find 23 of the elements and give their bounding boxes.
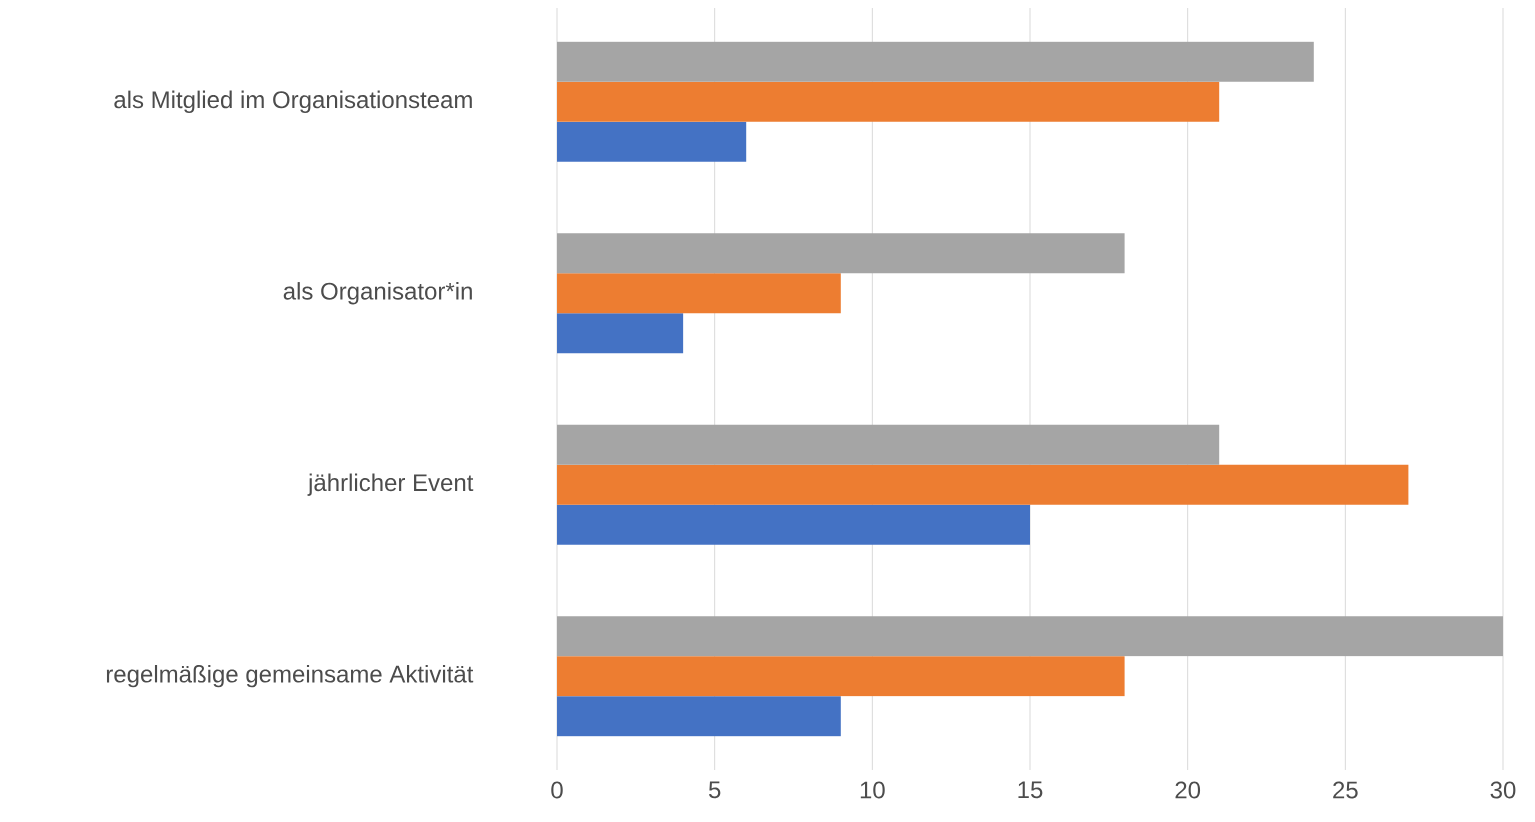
bar xyxy=(557,656,1125,697)
bar xyxy=(557,273,841,314)
bar xyxy=(557,41,1314,82)
bar xyxy=(557,616,1503,657)
y-tick-label: jährlicher Event xyxy=(307,473,474,496)
x-tick-label: 10 xyxy=(860,781,885,799)
x-tick-label: 20 xyxy=(1175,781,1201,799)
y-tick-label: regelmäßige gemeinsame Aktivität xyxy=(106,664,474,688)
bar xyxy=(557,313,684,354)
bar xyxy=(557,504,1030,545)
bar xyxy=(557,696,841,737)
x-tick-label: 30 xyxy=(1490,781,1516,799)
x-tick-label: 15 xyxy=(1018,781,1043,799)
bar xyxy=(557,464,1409,505)
x-tick-label: 0 xyxy=(551,781,563,799)
bar xyxy=(557,121,747,162)
bar xyxy=(557,424,1220,465)
y-tick-label: als Organisator*in xyxy=(283,282,472,305)
y-tick-label: als Mitglied im Organisationsteam xyxy=(114,90,472,113)
bar xyxy=(557,81,1220,122)
x-tick-label: 5 xyxy=(708,781,721,799)
x-tick-label: 25 xyxy=(1333,781,1358,799)
bar xyxy=(557,233,1125,274)
